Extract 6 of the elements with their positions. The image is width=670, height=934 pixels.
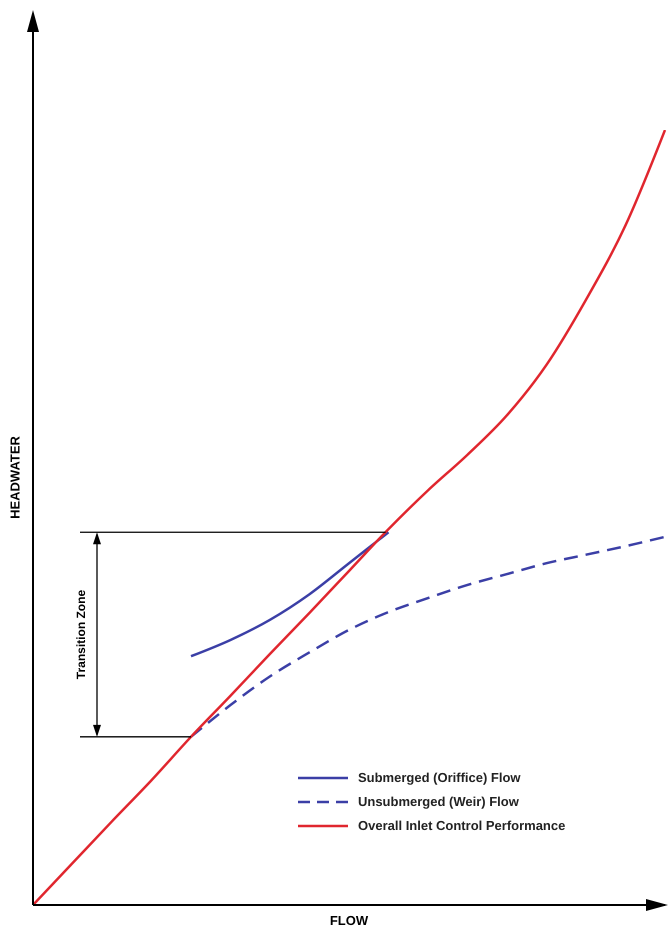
legend-label: Submerged (Oriffice) Flow — [358, 769, 521, 787]
annotation: Transition Zone — [74, 590, 88, 680]
x-axis-title: FLOW — [330, 913, 369, 928]
legend-label: Unsubmerged (Weir) Flow — [358, 793, 519, 811]
y-axis-title: HEADWATER — [8, 435, 23, 519]
legend-label: Overall Inlet Control Performance — [358, 817, 566, 835]
